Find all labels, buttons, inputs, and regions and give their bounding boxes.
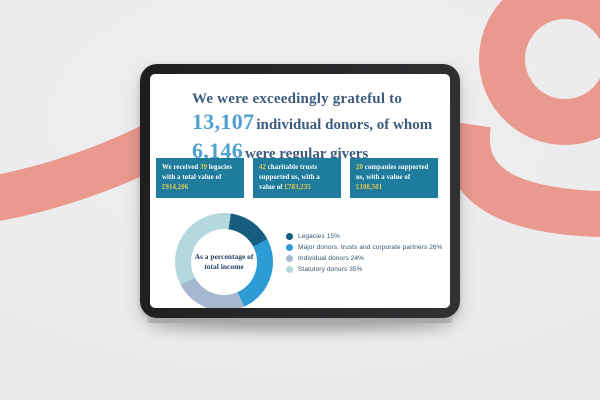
- donut-center: As a percentage of total income: [191, 229, 257, 295]
- legend-swatch-icon: [286, 266, 293, 273]
- donor-count: 13,107: [192, 109, 255, 134]
- legend-item: Legacies 15%: [286, 233, 443, 240]
- donut-center-label-line2: total income: [204, 262, 244, 271]
- headline-line1: We were exceedingly grateful to: [192, 91, 403, 107]
- legend-item: Statutory donors 35%: [286, 266, 443, 273]
- legend-item: Major donors, trusts and corporate partn…: [286, 244, 443, 251]
- legend-item: Individual donors 24%: [286, 255, 443, 262]
- stat-box-legacies: We received 39 legacies with a total val…: [156, 158, 244, 198]
- stat-box-value: 39: [200, 164, 208, 171]
- ribbon-loop: [479, 0, 600, 145]
- stat-box-value: 20: [356, 164, 363, 171]
- stat-box-value: £108,501: [356, 183, 383, 191]
- legend-swatch-icon: [286, 233, 293, 240]
- legend-swatch-icon: [286, 244, 293, 251]
- donor-count-caption: individual donors, of whom: [256, 117, 433, 133]
- donut-chart-wrap: As a percentage of total income: [175, 213, 273, 308]
- legend-label: Legacies 15%: [298, 233, 341, 240]
- stat-box-text: legacies with a total value of: [162, 164, 232, 181]
- chart-legend: Legacies 15% Major donors, trusts and cor…: [286, 233, 443, 273]
- tablet-screen: We were exceedingly grateful to 13,107 in…: [150, 74, 450, 308]
- stat-box-text: charitable trusts supported us, with a v…: [259, 164, 320, 191]
- legend-swatch-icon: [286, 255, 293, 262]
- stat-boxes-row: We received 39 legacies with a total val…: [156, 158, 438, 198]
- stat-box-value: £783,235: [284, 183, 311, 191]
- ribbon-tail: [443, 120, 600, 238]
- stat-box-text: companies supported us, with a value of: [356, 164, 429, 181]
- stat-box-value: £914,206: [162, 183, 189, 191]
- stat-box-value: 42: [259, 164, 266, 171]
- headline-line2: 13,107 individual donors, of whom: [192, 109, 444, 138]
- legend-label: Major donors, trusts and corporate partn…: [298, 244, 443, 251]
- stat-box-text: We received: [162, 164, 201, 171]
- tablet-device: We were exceedingly grateful to 13,107 in…: [140, 64, 460, 318]
- headline-block: We were exceedingly grateful to 13,107 in…: [192, 89, 444, 167]
- donut-center-label-line1: As a percentage of: [194, 252, 254, 261]
- stat-box-companies: 20 companies supported us, with a value …: [350, 158, 438, 198]
- legend-label: Statutory donors 35%: [298, 266, 363, 273]
- tablet-bottom-edge: [147, 313, 453, 323]
- stat-box-trusts: 42 charitable trusts supported us, with …: [253, 158, 341, 198]
- legend-label: Individual donors 24%: [298, 255, 365, 262]
